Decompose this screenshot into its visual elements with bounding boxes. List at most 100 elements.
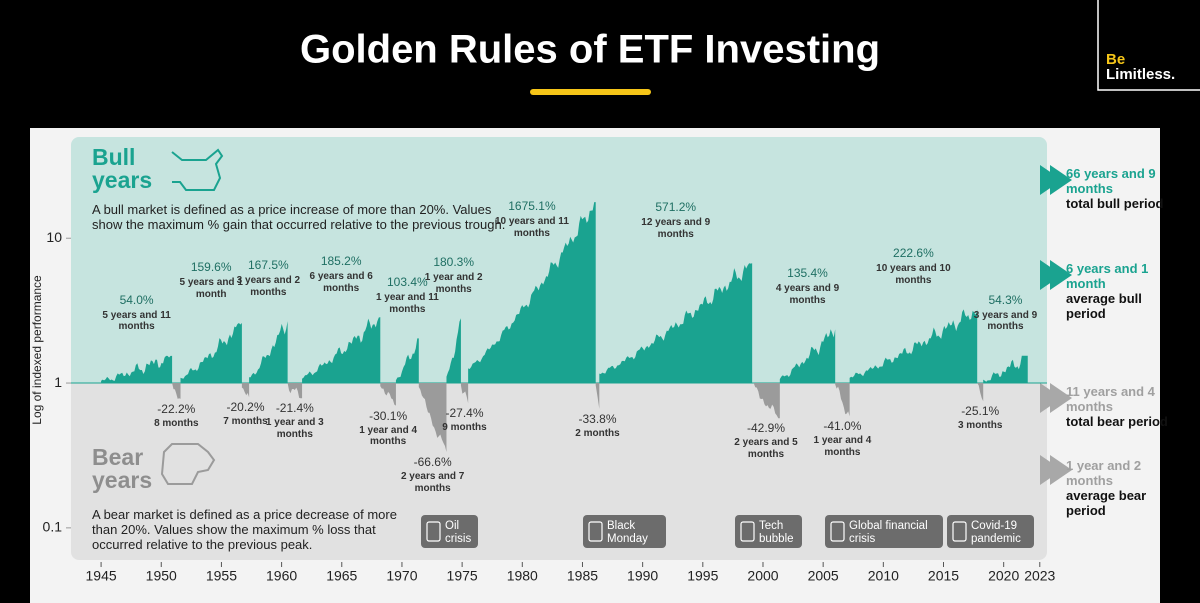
bull-duration: 3 years and 2 months [236,275,301,298]
x-tick-label: 2010 [868,568,899,584]
y-tick-label: 10 [46,229,62,245]
event-label: Oil crisis [445,520,472,546]
bull-value-label: 54.3% [988,292,1023,307]
bear-area [241,383,250,398]
bull-value-label: 159.6% [190,260,232,275]
bull-value-label: 571.2% [655,200,697,215]
x-tick-label: 1970 [386,568,417,584]
x-tick-label: 1995 [687,568,718,584]
bull-area [779,329,836,384]
bear-duration: 2 years and 5 months [734,437,798,460]
bear-area [977,383,984,402]
logo-line2: Limitless. [1106,66,1175,83]
event-icon [588,521,603,542]
bear-duration: 3 months [957,420,1003,432]
bull-area [101,355,173,384]
event-icon [426,521,441,542]
x-tick-label: 1950 [146,568,177,584]
side-arrow [1040,165,1072,195]
bear-area [835,383,850,417]
bull-area [849,309,978,384]
bull-value-label: 103.4% [387,275,428,290]
event-label: Tech bubble [759,520,794,546]
side-arrow [1040,260,1072,290]
bull-duration: 10 years and 10 months [876,263,951,286]
bull-area [983,355,1028,384]
event-icon [952,521,967,542]
bull-value-label: 222.6% [893,246,934,261]
bull-value-label: 135.4% [787,266,828,281]
bull-duration: 12 years and 9 months [641,217,711,240]
bear-icon [160,443,216,485]
bear-area [287,383,303,399]
page-title: Golden Rules of ETF Investing [300,28,880,72]
bear-area [460,383,469,404]
bear-duration: 1 year and 3 months [265,417,324,440]
x-tick-label: 2005 [808,568,839,584]
side-arrow [1040,455,1072,485]
x-tick-label: 2023 [1024,568,1055,584]
event-box [947,515,1034,548]
bull-duration: 6 years and 6 months [309,271,373,294]
side-arrow [1040,383,1072,413]
bear-value-label: -42.9% [746,421,785,436]
x-tick-label: 1945 [86,568,117,584]
bear-value-label: -33.8% [578,411,617,426]
bull-area [302,317,381,384]
bear-duration: 1 year and 4 months [813,435,872,458]
bull-duration: 5 years and 1 month [179,277,243,300]
event-box [825,515,943,548]
bull-value-label: 180.3% [433,255,475,270]
bear-value-label: -41.0% [823,419,862,434]
x-tick-label: 2015 [928,568,959,584]
bear-value-label: -66.6% [413,455,452,470]
summary-value: 66 years and 9 months [1066,166,1156,196]
summary-label: total bull period [1066,196,1164,211]
bull-panel [71,137,1047,383]
summary-label: average bull period [1066,291,1142,321]
bear-value-label: -22.2% [157,401,196,416]
bear-heading: Bear years [92,444,153,493]
bull-value-label: 54.0% [119,292,154,307]
bull-duration: 5 years and 11 months [102,309,171,333]
summary-value: 1 year and 2 months [1066,458,1142,488]
bear-area [595,383,600,409]
summary-label: total bear period [1066,414,1168,429]
bull-duration: 1 year and 11 months [375,292,439,315]
x-tick-label: 1980 [507,568,538,584]
bull-heading: Bull years [92,144,153,193]
bear-duration: 2 years and 7 months [400,471,465,494]
bear-value-label: -20.2% [226,400,265,415]
bear-area [380,383,396,406]
bull-value-label: 167.5% [248,258,289,273]
bull-duration: 10 years and 11 months [494,216,569,239]
summary-value: 6 years and 1 month [1066,261,1149,291]
bull-area [599,263,753,384]
summary-label: average bear period [1066,488,1147,518]
bear-area [752,383,780,419]
y-tick-label: 1 [54,374,62,390]
bull-value-label: 185.2% [320,254,362,269]
bull-area [468,202,596,384]
bear-area [418,383,447,453]
x-tick-label: 1985 [567,568,598,584]
bull-area [446,318,461,384]
x-tick-label: 1975 [447,568,478,584]
x-tick-label: 1960 [266,568,297,584]
bull-duration: 4 years and 9 months [775,283,840,306]
logo-box [1097,0,1200,91]
x-tick-label: 1955 [206,568,237,584]
x-tick-label: 2000 [747,568,778,584]
bear-panel [71,375,1047,560]
event-box [421,515,478,548]
event-label: Black Monday [607,520,648,546]
bull-value-label: 1675.1% [508,199,556,213]
bull-description: A bull market is defined as a price incr… [92,202,506,232]
bear-duration: 7 months [223,416,268,428]
event-icon [830,521,845,542]
bull-area [395,338,419,384]
event-label: Global financial crisis [849,520,928,546]
bear-value-label: -21.4% [275,401,314,416]
